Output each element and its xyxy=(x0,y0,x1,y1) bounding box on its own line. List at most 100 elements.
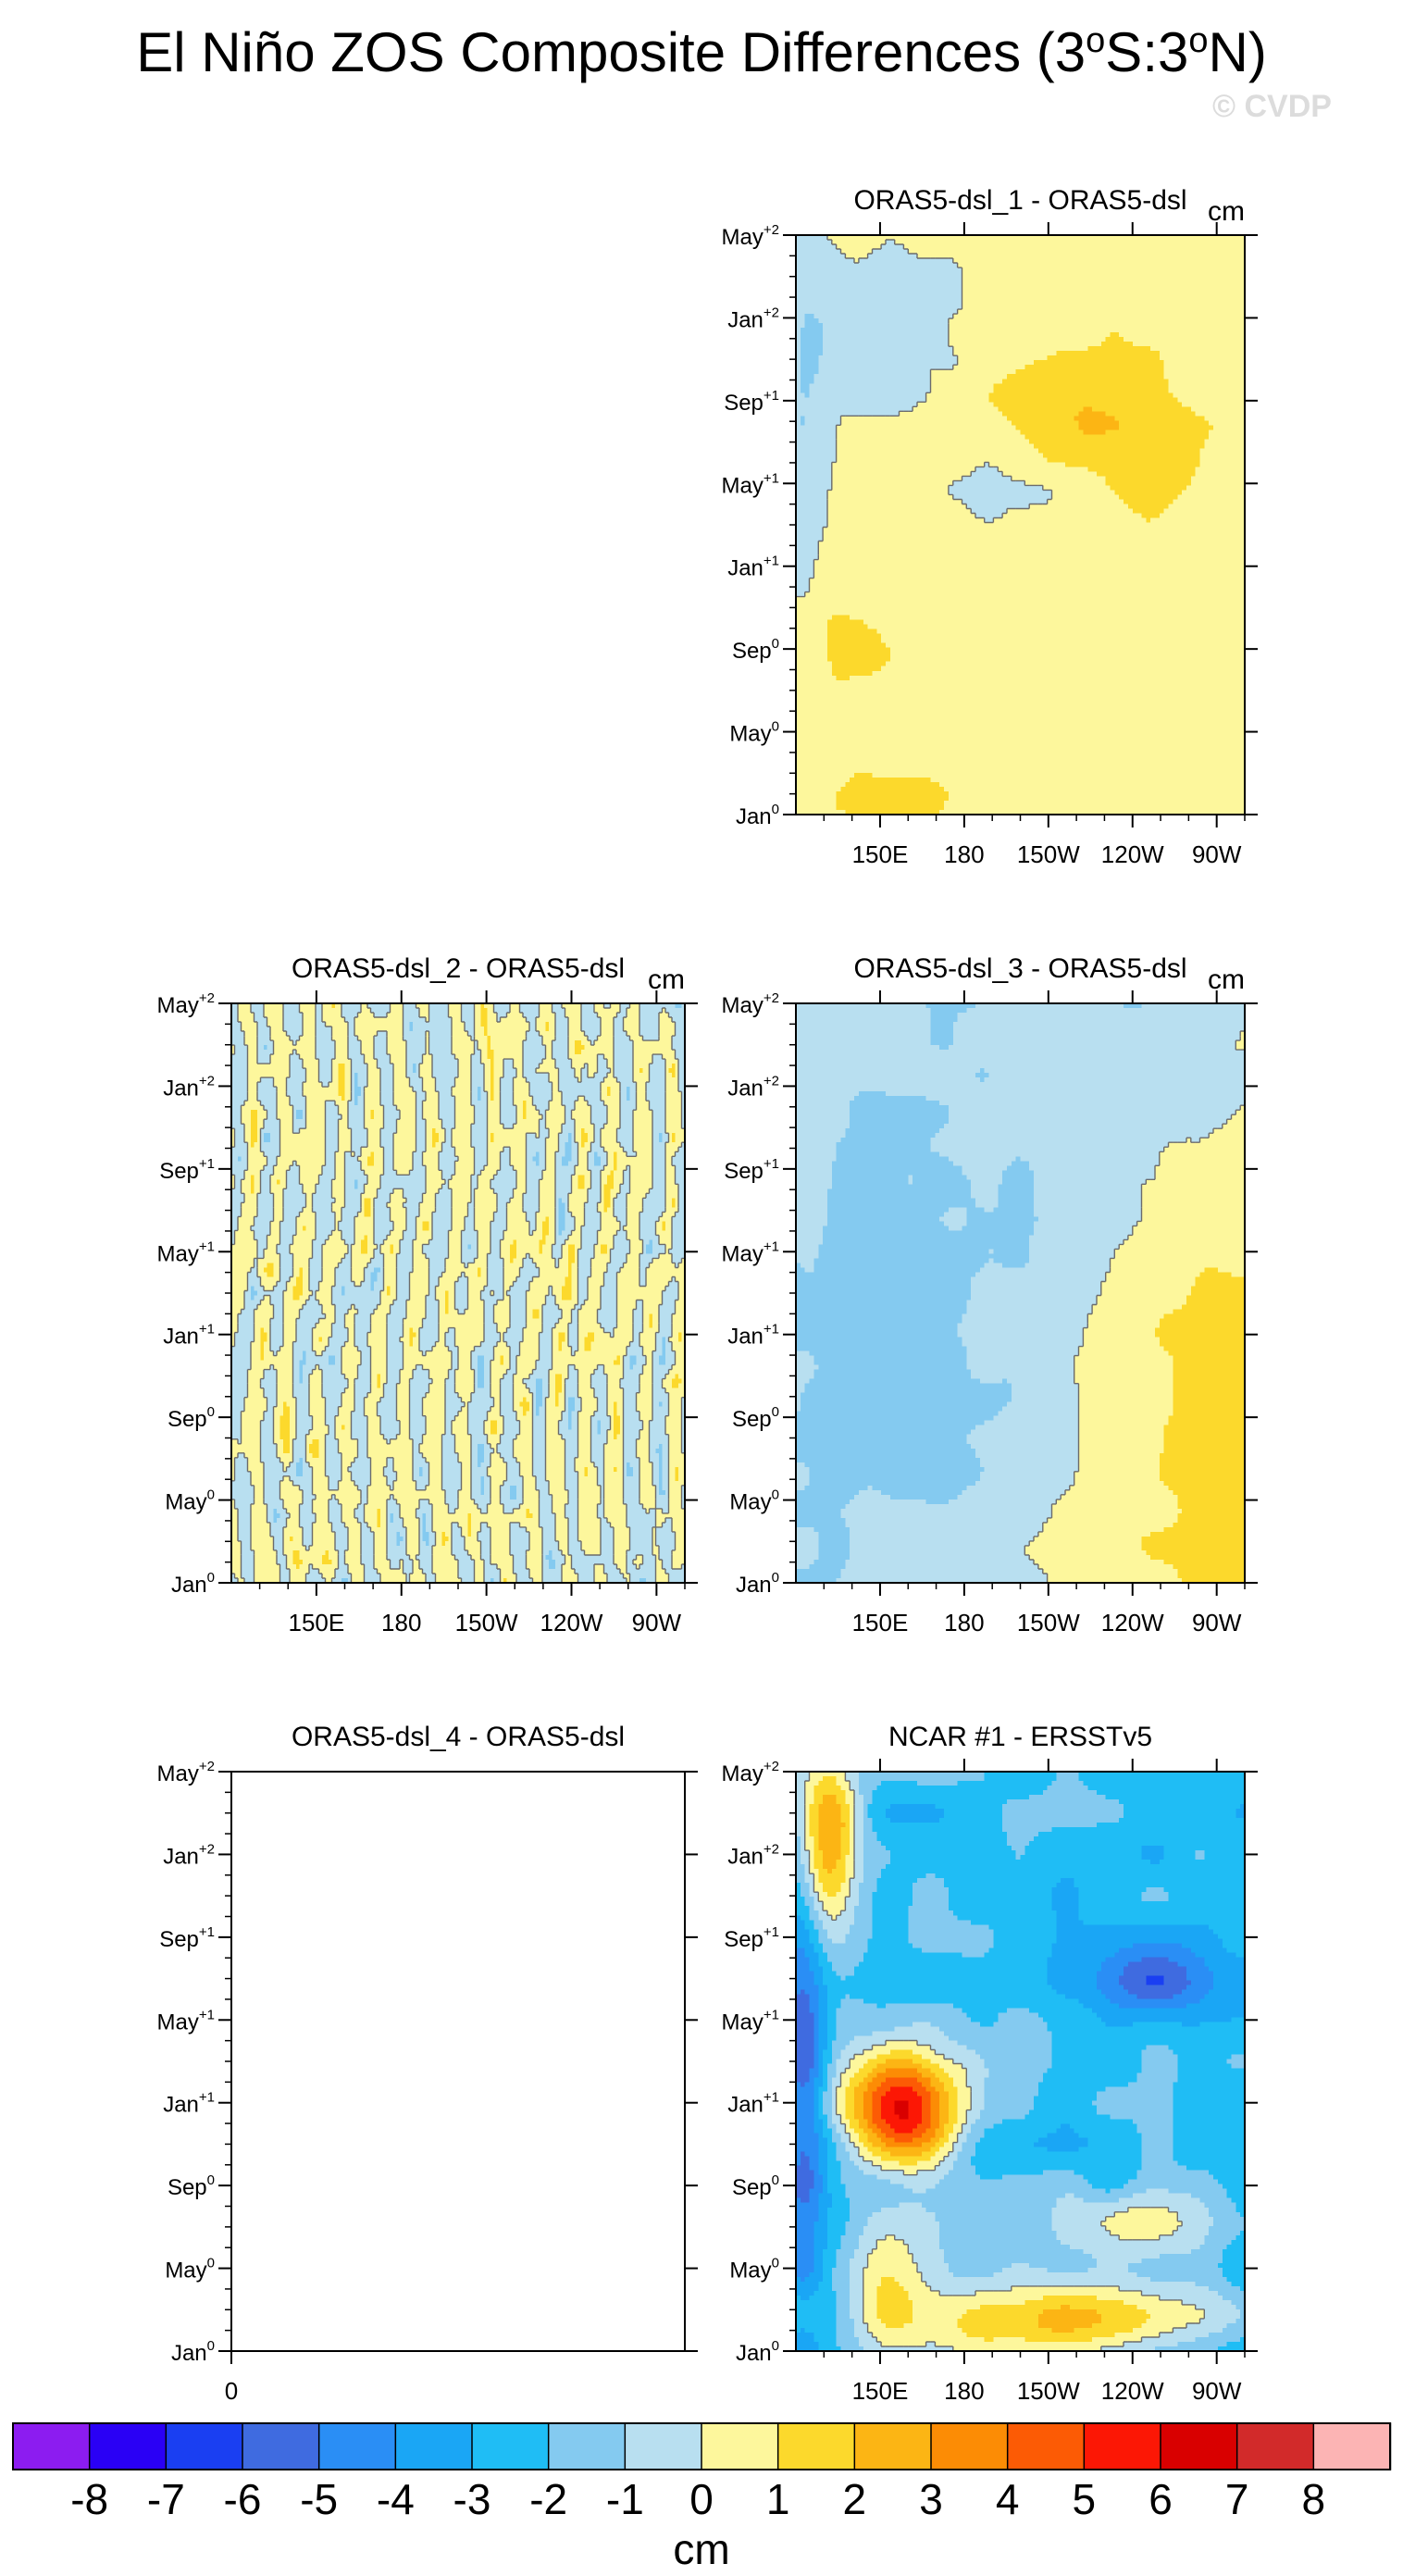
field-cell xyxy=(1002,277,1007,282)
field-cell xyxy=(985,281,989,287)
field-cell xyxy=(903,277,908,282)
field-cell xyxy=(917,286,922,292)
field-cell xyxy=(1133,249,1137,255)
field-cell xyxy=(1092,258,1097,264)
field-cell xyxy=(1021,286,1025,292)
field-cell xyxy=(998,314,1002,319)
field-cell xyxy=(810,332,814,338)
field-cell xyxy=(801,318,805,324)
field-cell xyxy=(845,305,850,310)
field-cell xyxy=(1209,318,1213,324)
field-cell xyxy=(1186,314,1191,319)
field-cell xyxy=(1137,268,1142,273)
field-cell xyxy=(823,249,827,255)
field-cell xyxy=(845,328,850,333)
field-cell xyxy=(850,263,854,268)
field-cell xyxy=(908,240,913,245)
field-cell xyxy=(939,286,944,292)
field-cell xyxy=(813,332,818,338)
field-cell xyxy=(1021,314,1025,319)
field-cell xyxy=(823,268,827,273)
field-cell xyxy=(1106,254,1111,259)
field-cell xyxy=(989,254,994,259)
field-cell xyxy=(1235,244,1240,250)
field-cell xyxy=(818,254,823,259)
field-cell xyxy=(935,323,939,329)
field-cell xyxy=(1024,323,1029,329)
field-cell xyxy=(1119,263,1124,268)
field-cell xyxy=(931,309,936,315)
field-cell xyxy=(1065,268,1070,273)
field-cell xyxy=(1204,244,1209,250)
field-cell xyxy=(926,268,931,273)
field-cell xyxy=(813,263,818,268)
field-cell xyxy=(1146,263,1150,268)
field-cell xyxy=(1169,309,1173,315)
field-cell xyxy=(1034,254,1038,259)
field-cell xyxy=(1079,305,1084,310)
field-cell xyxy=(1223,286,1227,292)
field-cell xyxy=(827,305,832,310)
field-cell xyxy=(1213,300,1218,305)
field-cell xyxy=(1038,314,1043,319)
field-cell xyxy=(913,337,917,342)
field-cell xyxy=(818,300,823,305)
field-cell xyxy=(876,268,881,273)
field-cell xyxy=(962,240,966,245)
field-cell xyxy=(1074,258,1079,264)
field-cell xyxy=(1218,295,1223,301)
field-cell xyxy=(1164,332,1169,338)
field-cell xyxy=(998,328,1002,333)
field-cell xyxy=(1155,295,1160,301)
field-cell xyxy=(1231,305,1235,310)
field-cell xyxy=(1223,268,1227,273)
field-cell xyxy=(813,249,818,255)
field-cell xyxy=(1235,300,1240,305)
field-cell xyxy=(949,300,953,305)
field-cell xyxy=(863,263,868,268)
field-cell xyxy=(872,300,876,305)
field-cell xyxy=(1213,263,1218,268)
field-cell xyxy=(837,295,841,301)
field-cell xyxy=(1114,295,1119,301)
field-cell xyxy=(926,272,931,278)
field-cell xyxy=(1177,249,1182,255)
field-cell xyxy=(908,300,913,305)
field-cell xyxy=(1101,277,1106,282)
field-cell xyxy=(1016,305,1021,310)
field-cell xyxy=(1186,305,1191,310)
field-cell xyxy=(1155,309,1160,315)
field-cell xyxy=(949,244,953,250)
field-cell xyxy=(1051,249,1056,255)
field-cell xyxy=(854,281,859,287)
field-cell xyxy=(890,305,895,310)
field-cell xyxy=(900,337,904,342)
field-cell xyxy=(850,291,854,296)
field-cell xyxy=(1164,258,1169,264)
field-cell xyxy=(1200,314,1205,319)
field-cell xyxy=(900,323,904,329)
field-cell xyxy=(926,318,931,324)
field-cell xyxy=(890,328,895,333)
field-cell xyxy=(1191,300,1196,305)
field-cell xyxy=(980,295,985,301)
field-cell xyxy=(1235,295,1240,301)
field-cell xyxy=(1043,332,1048,338)
field-cell xyxy=(1002,263,1007,268)
field-cell xyxy=(1111,272,1115,278)
field-cell xyxy=(944,258,949,264)
field-cell xyxy=(908,328,913,333)
field-cell xyxy=(1124,281,1128,287)
field-cell xyxy=(837,300,841,305)
field-cell xyxy=(1218,254,1223,259)
field-cell xyxy=(1182,268,1186,273)
field-cell xyxy=(1146,328,1150,333)
field-cell xyxy=(845,249,850,255)
field-cell xyxy=(1137,291,1142,296)
field-cell xyxy=(1092,318,1097,324)
field-cell xyxy=(1038,295,1043,301)
field-cell xyxy=(1169,272,1173,278)
field-cell xyxy=(1235,314,1240,319)
field-cell xyxy=(1021,291,1025,296)
field-cell xyxy=(1034,240,1038,245)
